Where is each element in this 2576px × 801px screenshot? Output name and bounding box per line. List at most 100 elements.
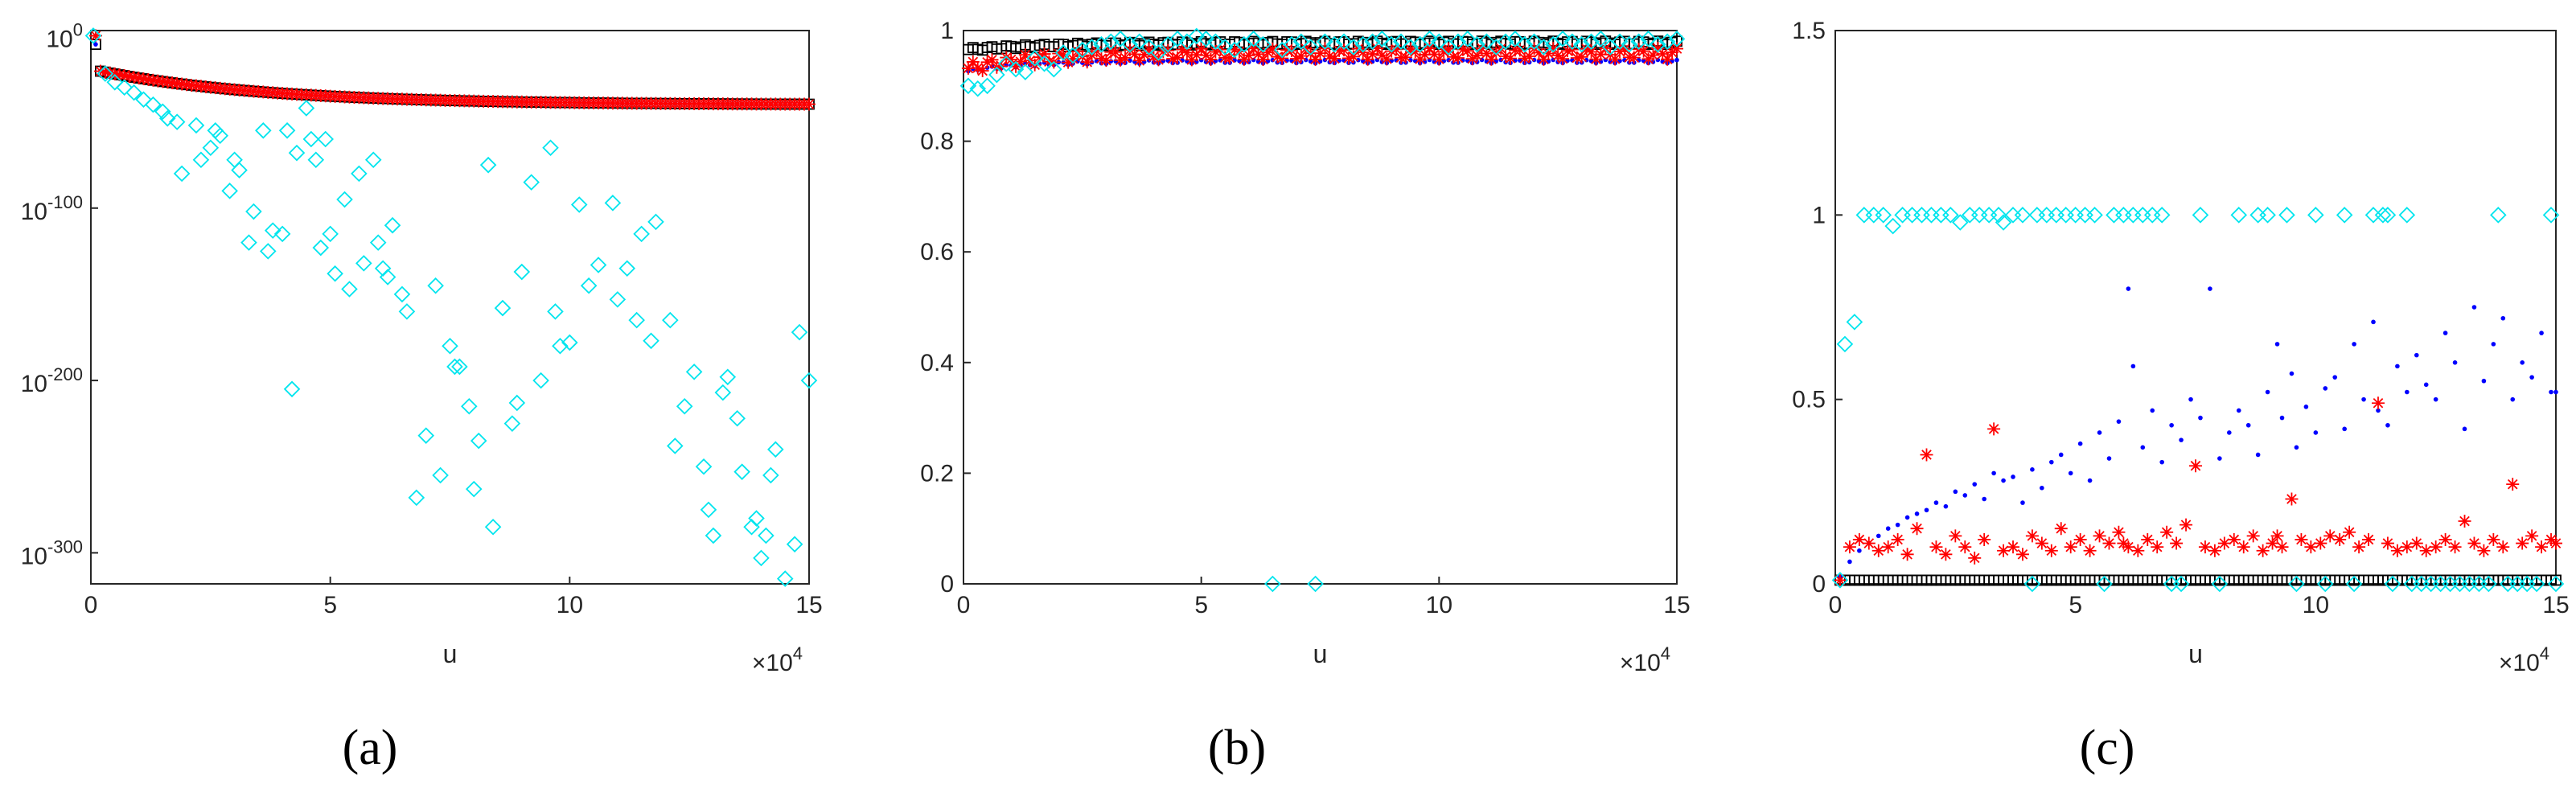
star-point bbox=[2516, 536, 2529, 550]
diamond-point bbox=[408, 489, 425, 507]
diamond-point bbox=[1668, 31, 1686, 47]
star-point bbox=[803, 97, 816, 111]
diamond-point bbox=[1846, 314, 1863, 331]
diamond-point bbox=[580, 277, 598, 294]
dot-point bbox=[2208, 286, 2212, 291]
dot-point bbox=[2227, 430, 2232, 435]
diamond-point bbox=[1169, 31, 1186, 47]
star-point bbox=[1171, 51, 1185, 64]
dot-point bbox=[1924, 507, 1929, 513]
dot-point bbox=[2106, 456, 2112, 461]
star-point bbox=[1608, 52, 1622, 66]
star-point bbox=[1256, 52, 1270, 66]
diamond-point bbox=[2374, 207, 2392, 224]
y-tick-label: 1 bbox=[1812, 202, 1826, 228]
star-point bbox=[1132, 54, 1146, 68]
star-point bbox=[1617, 43, 1631, 56]
y-tick-label: 0.4 bbox=[920, 350, 954, 376]
star-point bbox=[1337, 43, 1351, 57]
star-point bbox=[1271, 50, 1284, 64]
diamond-point bbox=[1302, 39, 1319, 55]
star-point bbox=[1090, 44, 1103, 58]
x-tick-label: 5 bbox=[1194, 592, 1208, 618]
dot-point bbox=[2049, 459, 2054, 465]
y-tick-label: 1.5 bbox=[1792, 18, 1826, 44]
dot-point bbox=[2376, 408, 2381, 413]
star-point bbox=[2295, 532, 2308, 546]
diamond-point bbox=[1354, 35, 1371, 53]
star-point bbox=[1228, 43, 1242, 56]
star-point bbox=[1242, 48, 1255, 62]
series-star bbox=[1833, 396, 2562, 587]
diamond-point bbox=[1630, 33, 1647, 51]
diamond-point bbox=[685, 364, 703, 380]
star-point bbox=[2506, 478, 2520, 491]
x-tick-label: 10 bbox=[1426, 592, 1452, 618]
diamond-point bbox=[1563, 33, 1581, 51]
star-point bbox=[1370, 42, 1384, 55]
star-point bbox=[1161, 43, 1175, 57]
diamond-point bbox=[154, 103, 171, 121]
dot-point bbox=[2332, 375, 2338, 380]
star-point bbox=[1266, 42, 1280, 55]
dot-point bbox=[2179, 437, 2184, 442]
star-point bbox=[1594, 47, 1608, 61]
star-point bbox=[1247, 42, 1260, 55]
star-point bbox=[1499, 49, 1513, 63]
diamond-point bbox=[135, 91, 152, 109]
star-point bbox=[2131, 544, 2145, 557]
diamond-point bbox=[1658, 33, 1676, 51]
dot-point bbox=[1876, 533, 1881, 539]
diamond-point bbox=[1894, 207, 1911, 224]
star-point bbox=[1304, 47, 1317, 60]
diamond-point bbox=[1831, 572, 1849, 589]
diamond-point bbox=[2547, 575, 2565, 593]
y-tick-label: 0 bbox=[1812, 571, 1826, 598]
diamond-point bbox=[1036, 55, 1053, 72]
diamond-point bbox=[570, 196, 588, 213]
diamond-point bbox=[2057, 207, 2074, 224]
diamond-point bbox=[2490, 207, 2507, 224]
star-point bbox=[1580, 42, 1593, 55]
diamond-point bbox=[1855, 207, 1873, 224]
diamond-point bbox=[1942, 207, 1959, 224]
star-point bbox=[1403, 43, 1417, 56]
dot-point bbox=[2481, 378, 2487, 384]
dot-point bbox=[1933, 500, 1939, 505]
star-point bbox=[1276, 51, 1289, 65]
y-tick-label: 0.2 bbox=[920, 460, 954, 487]
star-point bbox=[1570, 51, 1584, 64]
axes-box bbox=[90, 30, 810, 585]
star-point bbox=[985, 53, 999, 67]
diamond-point bbox=[1970, 207, 1988, 224]
diamond-point bbox=[379, 269, 396, 285]
diamond-point bbox=[207, 122, 224, 139]
diamond-point bbox=[1526, 33, 1543, 51]
star-point bbox=[1513, 43, 1526, 57]
diamond-point bbox=[245, 203, 262, 220]
diamond-point bbox=[1611, 33, 1629, 51]
star-point bbox=[1428, 47, 1441, 61]
diamond-point bbox=[2096, 575, 2113, 593]
star-point bbox=[2285, 492, 2299, 506]
diamond-point bbox=[1245, 31, 1262, 47]
diamond-point bbox=[1054, 44, 1072, 61]
diamond-point bbox=[336, 191, 353, 208]
diamond-point bbox=[729, 409, 746, 427]
diamond-point bbox=[202, 139, 220, 157]
diamond-point bbox=[714, 384, 732, 401]
x-tick-label: 0 bbox=[1829, 592, 1843, 618]
dot-point bbox=[2001, 478, 2006, 483]
y-tick-label: 0.8 bbox=[920, 129, 954, 155]
star-point bbox=[1323, 49, 1337, 63]
diamond-point bbox=[1364, 33, 1381, 51]
diamond-point bbox=[618, 260, 636, 277]
diamond-point bbox=[1007, 60, 1025, 78]
dot-point bbox=[2279, 415, 2285, 421]
diamond-point bbox=[1836, 335, 1854, 353]
star-point bbox=[1843, 540, 1856, 554]
diamond-point bbox=[221, 183, 238, 199]
star-point bbox=[1910, 522, 1924, 536]
star-point bbox=[1997, 544, 2011, 557]
star-point bbox=[1189, 48, 1203, 62]
